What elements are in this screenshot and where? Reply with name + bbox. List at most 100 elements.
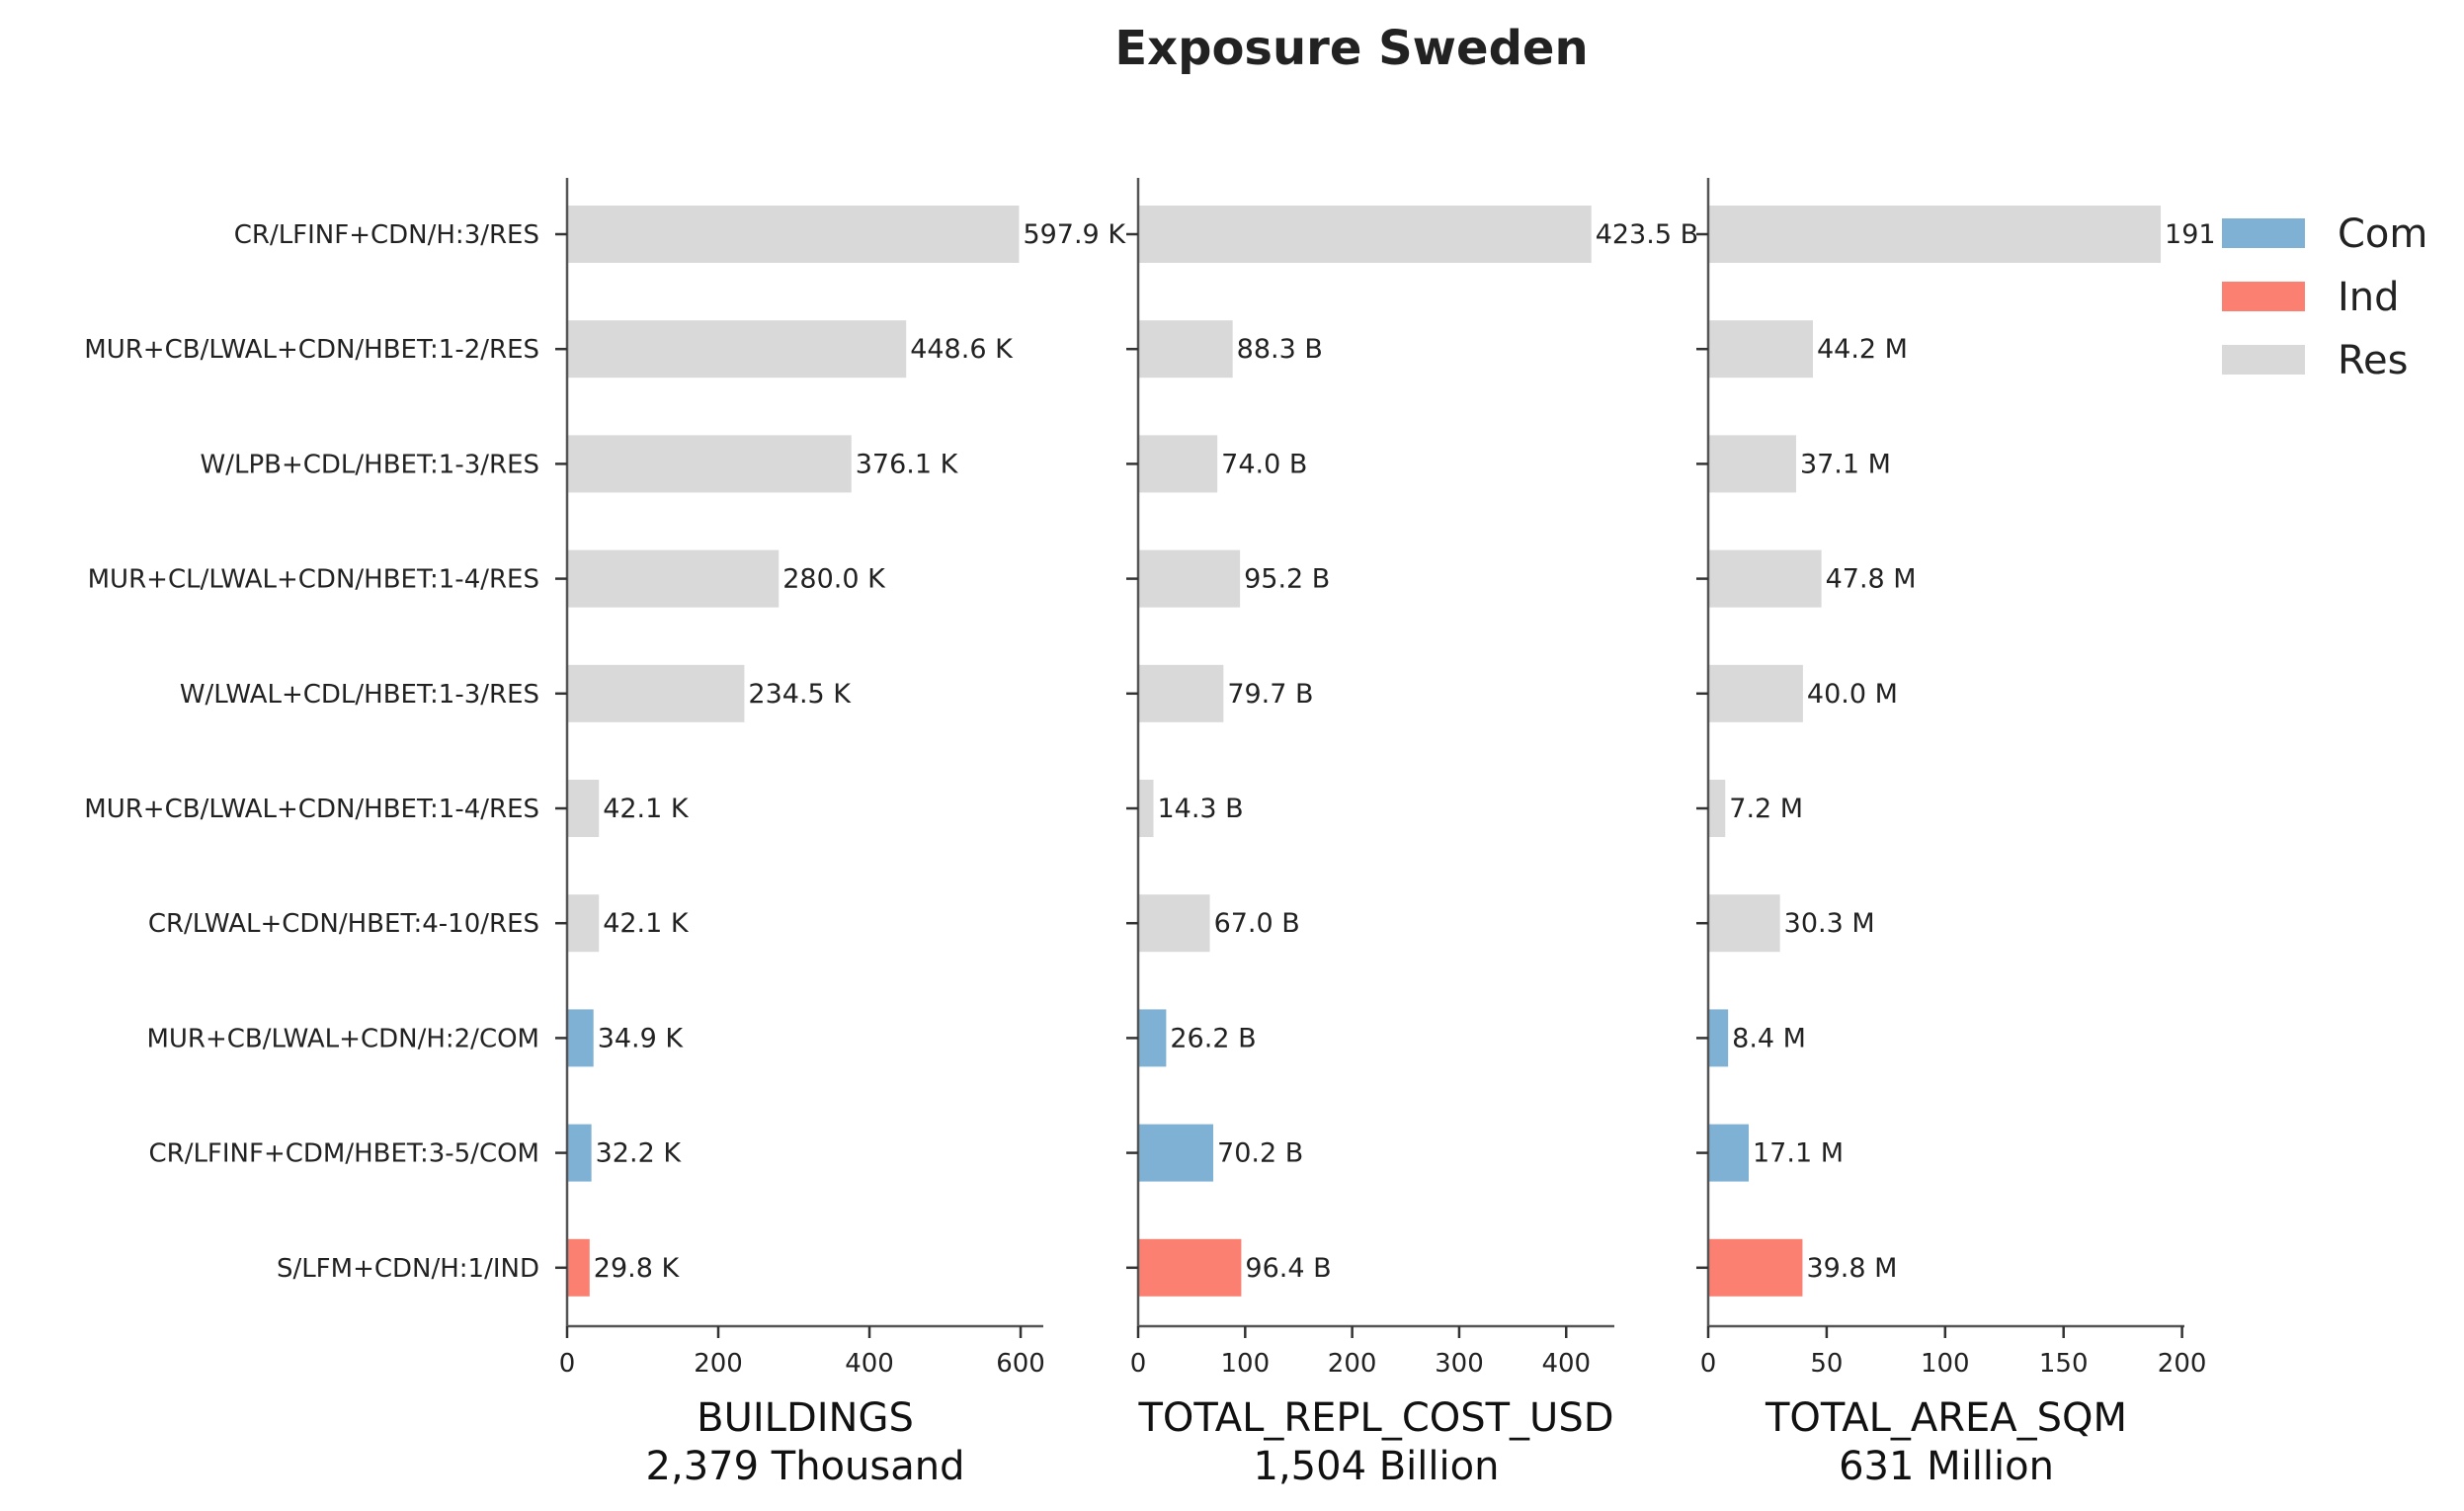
- value-label: 39.8 M: [1806, 1253, 1897, 1284]
- bar: [1138, 894, 1210, 953]
- x-tick-label: 600: [996, 1349, 1045, 1379]
- value-label: 79.7 B: [1227, 679, 1313, 710]
- category-label: MUR+CB/LWAL+CDN/HBET:1-4/RES: [84, 795, 539, 824]
- legend-swatch: [2222, 218, 2305, 248]
- bar: [567, 664, 745, 722]
- x-tick-label: 0: [1700, 1349, 1717, 1379]
- bar: [567, 320, 907, 378]
- legend-label: Com: [2338, 211, 2427, 257]
- legend-label: Ind: [2338, 275, 2400, 320]
- bar: [567, 1238, 590, 1297]
- x-axis-label: TOTAL_REPL_COST_USD: [1137, 1395, 1613, 1441]
- x-axis-label: TOTAL_AREA_SQM: [1765, 1395, 2127, 1441]
- value-label: 42.1 K: [603, 794, 690, 824]
- panel-3: 191 44.2 M 37.1 M 47.8 M 40.0 M 7.2 M 30.3 M 8.…: [1696, 178, 2216, 1489]
- x-tick-label: 200: [694, 1349, 743, 1379]
- category-label: MUR+CB/LWAL+CDN/H:2/COM: [146, 1024, 539, 1053]
- bar: [1708, 435, 1796, 493]
- x-tick-label: 50: [1810, 1349, 1843, 1379]
- bar: [1708, 320, 1813, 378]
- value-label: 423.5 B: [1596, 219, 1698, 250]
- bar: [1708, 549, 1822, 608]
- x-tick-label: 150: [2039, 1349, 2089, 1379]
- x-axis-label: BUILDINGS: [697, 1395, 914, 1441]
- x-tick-label: 200: [2158, 1349, 2207, 1379]
- category-label: MUR+CB/LWAL+CDN/HBET:1-2/RES: [84, 335, 539, 365]
- chart-legend: Com Ind Res: [2222, 211, 2427, 383]
- value-label: 597.9 K: [1023, 219, 1126, 250]
- bar: [1708, 780, 1726, 837]
- bar: [1138, 664, 1224, 722]
- bar: [567, 780, 600, 837]
- value-label: 26.2 B: [1170, 1023, 1256, 1053]
- bar: [567, 549, 780, 608]
- value-label: 29.8 K: [594, 1253, 681, 1284]
- value-label: 70.2 B: [1217, 1138, 1303, 1169]
- category-label: MUR+CL/LWAL+CDN/HBET:1-4/RES: [88, 565, 539, 595]
- legend-swatch: [2222, 282, 2305, 311]
- value-label: 234.5 K: [748, 679, 852, 710]
- value-label: 74.0 B: [1221, 449, 1307, 479]
- x-axis-total: 2,379 Thousand: [646, 1444, 965, 1489]
- value-label: 32.2 K: [596, 1138, 683, 1169]
- category-label: CR/LFINF+CDN/H:3/RES: [234, 220, 539, 250]
- value-label: 88.3 B: [1237, 334, 1323, 365]
- bar: [567, 1009, 594, 1067]
- value-label: 47.8 M: [1826, 564, 1917, 595]
- x-tick-label: 200: [1328, 1349, 1377, 1379]
- chart-title: Exposure Sweden: [1114, 21, 1588, 76]
- value-label: 280.0 K: [782, 564, 886, 595]
- value-label: 8.4 M: [1732, 1023, 1806, 1053]
- value-label: 67.0 B: [1214, 908, 1300, 939]
- bar: [1708, 894, 1780, 953]
- bar: [1138, 549, 1241, 608]
- panel-2: 423.5 B 88.3 B 74.0 B 95.2 B 79.7 B 14.3 B 67.…: [1126, 178, 1698, 1489]
- x-axis-total: 631 Million: [1839, 1444, 2054, 1489]
- bar: [567, 1124, 592, 1182]
- value-label: 95.2 B: [1244, 564, 1330, 595]
- value-label: 40.0 M: [1807, 679, 1898, 710]
- value-label: 7.2 M: [1729, 794, 1803, 824]
- bar: [1138, 206, 1592, 263]
- legend-swatch: [2222, 345, 2305, 375]
- x-tick-label: 0: [559, 1349, 576, 1379]
- value-label: 44.2 M: [1817, 334, 1908, 365]
- bar: [1138, 1124, 1214, 1182]
- x-tick-label: 400: [845, 1349, 894, 1379]
- legend-label: Res: [2338, 338, 2408, 383]
- bar: [1708, 206, 2162, 263]
- value-label: 14.3 B: [1157, 794, 1243, 824]
- category-label: CR/LFINF+CDM/HBET:3-5/COM: [148, 1139, 539, 1169]
- value-label: 191: [2165, 219, 2216, 250]
- bar: [1708, 1124, 1750, 1182]
- category-label: CR/LWAL+CDN/HBET:4-10/RES: [148, 909, 539, 939]
- bar: [1138, 1238, 1242, 1297]
- value-label: 376.1 K: [856, 449, 959, 479]
- value-label: 34.9 K: [598, 1023, 685, 1053]
- value-label: 96.4 B: [1245, 1253, 1331, 1284]
- x-tick-label: 100: [1220, 1349, 1270, 1379]
- value-label: 42.1 K: [603, 908, 690, 939]
- value-label: 37.1 M: [1800, 449, 1891, 479]
- bar: [1138, 1009, 1167, 1067]
- value-label: 30.3 M: [1784, 908, 1875, 939]
- bar: [567, 435, 852, 493]
- bar: [1138, 435, 1218, 493]
- category-label: S/LFM+CDN/H:1/IND: [277, 1254, 539, 1284]
- panel-1: 597.9 K 448.6 K 376.1 K 280.0 K 234.5 K 42.1 …: [555, 178, 1126, 1489]
- bar: [567, 894, 600, 953]
- bar: [1138, 780, 1154, 837]
- x-tick-label: 400: [1541, 1349, 1591, 1379]
- x-tick-label: 0: [1130, 1349, 1147, 1379]
- x-axis-total: 1,504 Billion: [1254, 1444, 1500, 1489]
- bar: [1138, 320, 1233, 378]
- category-label: W/LPB+CDL/HBET:1-3/RES: [201, 450, 540, 479]
- value-label: 448.6 K: [910, 334, 1014, 365]
- value-label: 17.1 M: [1753, 1138, 1844, 1169]
- bar: [567, 206, 1020, 263]
- x-tick-label: 100: [1921, 1349, 1970, 1379]
- bar: [1708, 664, 1803, 722]
- category-label: W/LWAL+CDL/HBET:1-3/RES: [180, 680, 539, 710]
- bar: [1708, 1238, 1803, 1297]
